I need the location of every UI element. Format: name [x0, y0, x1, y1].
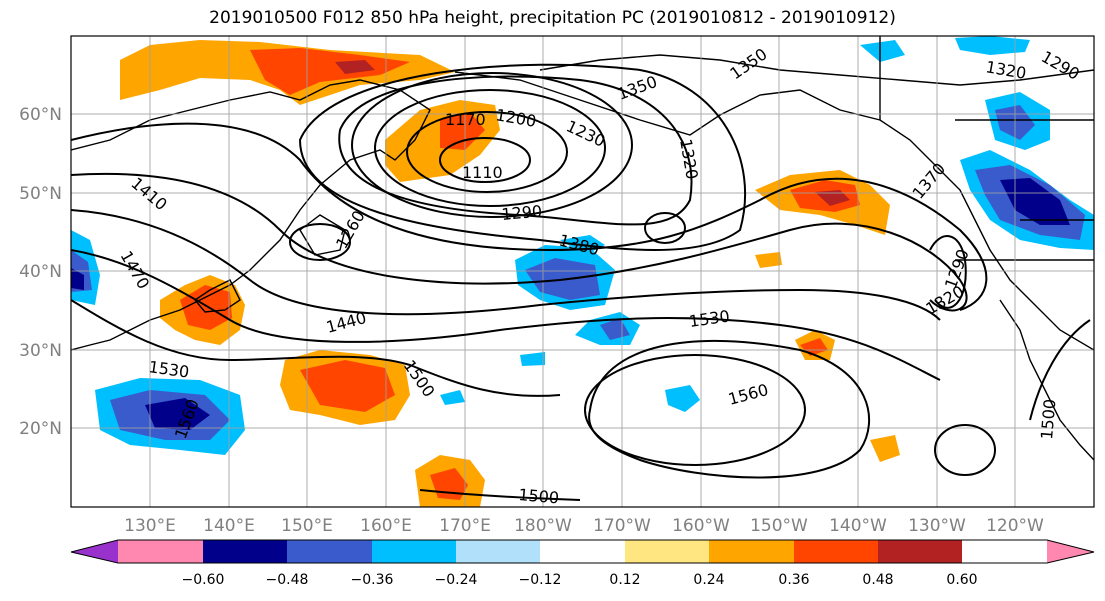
colorbar-cell [794, 540, 878, 563]
contour-label: 1500 [518, 485, 560, 507]
colorbar-tick-label: 0.12 [609, 572, 640, 588]
longitude-labels: 130°E 140°E 150°E 160°E 170°E 180°W 170°… [124, 516, 1044, 536]
colorbar-tick-label: 0.60 [946, 572, 977, 588]
colorbar-cell [372, 540, 456, 563]
contour-label: 1170 [445, 110, 486, 129]
contour-label: 1500 [1037, 398, 1059, 440]
lon-label: 120°W [986, 516, 1044, 536]
lon-label: 170°W [593, 516, 651, 536]
lon-label: 140°E [203, 516, 255, 536]
colorbar-tick-label: −0.12 [519, 572, 562, 588]
lon-label: 160°E [360, 516, 412, 536]
colorbar-tick-label: −0.60 [182, 572, 225, 588]
lat-label: 40°N [19, 262, 62, 282]
lon-label: 150°W [750, 516, 808, 536]
lat-label: 20°N [19, 419, 62, 439]
height-contours [71, 63, 1091, 501]
lon-label: 160°W [672, 516, 730, 536]
colorbar-cells [71, 540, 1094, 563]
colorbar: −0.60 −0.48 −0.36 −0.24 −0.12 0.12 0.24 … [70, 539, 1095, 588]
lat-label: 60°N [19, 105, 62, 125]
colorbar-tick-label: −0.36 [351, 572, 394, 588]
colorbar-cell [287, 540, 372, 563]
colorbar-cell [118, 540, 203, 563]
lon-label: 130°W [908, 516, 966, 536]
colorbar-cell [625, 540, 709, 563]
precipitation-shading [71, 36, 1094, 507]
latitude-labels: 60°N 50°N 40°N 30°N 20°N [19, 105, 62, 439]
graticule [71, 36, 1094, 507]
lon-label: 130°E [124, 516, 176, 536]
colorbar-cell [540, 540, 625, 563]
lon-label: 150°E [281, 516, 333, 536]
coastlines [71, 36, 1094, 461]
colorbar-tick-label: −0.24 [435, 572, 478, 588]
colorbar-cell [878, 540, 962, 563]
colorbar-cell [203, 540, 287, 563]
colorbar-cell [456, 540, 540, 563]
colorbar-tick-label: 0.48 [862, 572, 893, 588]
colorbar-extend-low [71, 540, 118, 563]
contour-label: 1110 [462, 163, 503, 182]
map-frame [70, 35, 1095, 508]
lat-label: 50°N [19, 184, 62, 204]
colorbar-cell [709, 540, 794, 563]
map-title: 2019010500 F012 850 hPa height, precipit… [209, 8, 896, 28]
colorbar-tick-label: −0.48 [266, 572, 309, 588]
lon-label: 170°E [439, 516, 491, 536]
colorbar-extend-high [1047, 540, 1094, 563]
lon-label: 140°W [829, 516, 887, 536]
lon-label: 180°W [514, 516, 572, 536]
contour-label: 1290 [501, 202, 543, 224]
map-panel: 1350 1320 1290 1350 1170 1200 1230 1320 … [71, 36, 1094, 507]
colorbar-outline [70, 539, 1095, 564]
colorbar-ticks: −0.60 −0.48 −0.36 −0.24 −0.12 0.12 0.24 … [182, 572, 978, 588]
lat-label: 30°N [19, 341, 62, 361]
colorbar-tick-label: 0.24 [693, 572, 724, 588]
colorbar-tick-label: 0.36 [778, 572, 809, 588]
